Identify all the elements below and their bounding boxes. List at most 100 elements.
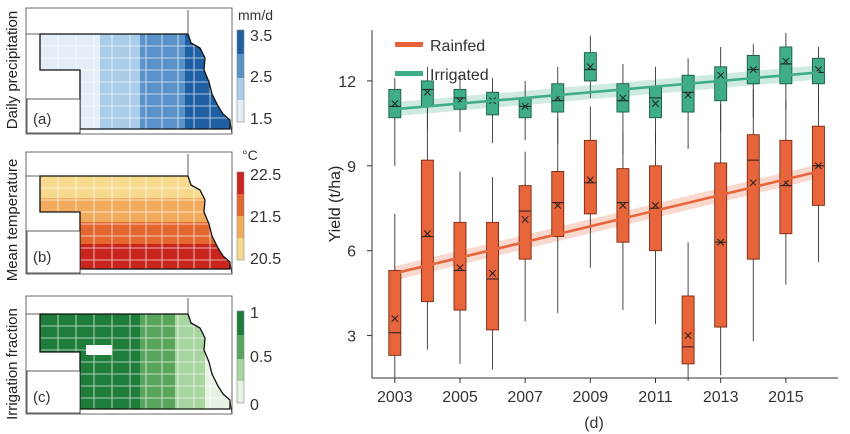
rainfed-box <box>486 177 500 370</box>
panel-c-irrigation-map: Irrigation fraction (c) <box>4 295 272 420</box>
rainfed-box-body <box>714 162 728 328</box>
rainfed-box <box>649 131 662 325</box>
rainfed-mean-marker <box>651 201 660 209</box>
colorbar-a-seg-4 <box>237 100 244 122</box>
colorbar-b-seg-4 <box>237 238 244 260</box>
map-b-band-3 <box>40 222 230 244</box>
irrigated-box <box>420 66 434 130</box>
irrigated-mean-marker <box>391 100 399 108</box>
irrigated-mean-marker <box>749 66 757 74</box>
colorbar-c-tick-mid: 0.5 <box>250 349 272 366</box>
rainfed-box <box>453 171 467 364</box>
irrigated-mean-marker <box>782 57 790 65</box>
colorbar-a: mm/d 3.5 2.5 1.5 <box>236 7 273 128</box>
colorbar-c-frame <box>236 310 245 404</box>
irrigated-mean-marker <box>651 100 660 108</box>
y-axis-title: Yield (t/ha) <box>327 166 344 243</box>
colorbar-c-tick-top: 1 <box>250 305 259 322</box>
rainfed-box <box>420 103 434 350</box>
panel-b-label: (b) <box>33 249 51 266</box>
x-tick-label: 2011 <box>638 389 673 406</box>
colorbar-c-seg-4 <box>237 381 244 403</box>
rainfed-box-body <box>551 171 565 237</box>
panel-b-ylabel: Mean temperature <box>4 159 21 282</box>
panel-a-ylabel: Daily precipitation <box>4 11 21 129</box>
map-a-band-3 <box>140 34 185 129</box>
rainfed-box-body <box>486 221 500 331</box>
legend-swatch-irrigated <box>395 71 423 76</box>
panel-a-frame <box>25 7 233 135</box>
panel-b-temperature-map: Mean temperature (b) <box>4 147 281 281</box>
rainfed-box <box>681 242 695 381</box>
rainfed-box <box>616 131 630 311</box>
colorbar-b-unit: °C <box>242 147 258 163</box>
irrigated-box <box>583 35 597 98</box>
rainfed-box <box>551 117 565 313</box>
x-tick-label: 2009 <box>573 389 609 406</box>
map-b-band-2 <box>40 198 230 222</box>
x-tick-label: 2015 <box>768 389 804 406</box>
irrigated-box <box>551 66 565 144</box>
rainfed-mean-marker <box>749 179 757 187</box>
nebraska-irrigation-map <box>40 314 230 409</box>
border-lines-c <box>26 298 233 415</box>
irrigated-box <box>746 44 760 118</box>
panel-c-ylabel: Irrigation fraction <box>4 308 21 420</box>
irrigated-box-body <box>811 57 825 85</box>
rainfed-mean-marker <box>456 264 464 272</box>
rainfed-box-body <box>583 139 597 215</box>
colorbar-c-seg-2 <box>237 335 244 359</box>
colorbar-a-tick-top: 3.5 <box>250 28 272 45</box>
irrigated-box <box>486 78 500 144</box>
colorbar-b-tick-top: 22.5 <box>250 167 281 184</box>
plot-frame <box>371 30 838 379</box>
panel-c-label-box <box>26 370 81 414</box>
panel-b-label-box <box>26 230 81 274</box>
irrigated-box <box>616 63 630 155</box>
colorbar-c: 1 0.5 0 <box>236 305 272 414</box>
yield-chart: 3 6 9 12 2003 2005 2007 2009 2011 2013 2015 Yield … <box>327 30 838 432</box>
irrigated-mean-marker <box>684 91 692 99</box>
irrigated-box <box>714 46 728 132</box>
irrigated-box <box>388 78 402 166</box>
colorbar-a-seg-2 <box>237 54 244 78</box>
irrigated-mean-marker <box>619 94 627 102</box>
panel-a-precipitation-map: Daily precipitation (a) <box>4 7 273 135</box>
panel-c-label: (c) <box>33 389 51 406</box>
colorbar-b-tick-mid: 21.5 <box>250 209 281 226</box>
irrigated-box-body <box>649 86 662 119</box>
irrigated-box <box>779 32 793 110</box>
colorbar-a-seg-1 <box>237 30 244 54</box>
rainfed-box-body <box>453 221 467 311</box>
rainfed-box-body <box>681 295 695 365</box>
rainfed-box-body <box>779 139 793 235</box>
panel-a-label: (a) <box>33 111 51 128</box>
colorbar-a-frame <box>236 29 245 123</box>
border-lines-b <box>26 154 233 275</box>
colorbar-c-tick-bottom: 0 <box>250 397 259 414</box>
colorbar-b-frame <box>236 171 245 261</box>
y-tick-label: 12 <box>338 74 356 91</box>
y-tick-label: 3 <box>347 329 356 346</box>
border-lines-a <box>26 10 233 135</box>
rainfed-box <box>714 103 728 376</box>
irrigated-box <box>649 66 662 144</box>
rainfed-mean-marker <box>684 332 692 340</box>
colorbar-a-tick-bottom: 1.5 <box>250 111 272 128</box>
rainfed-trend-line <box>394 170 819 275</box>
irrigated-box-body <box>681 74 695 113</box>
irrigated-box <box>518 80 532 141</box>
rainfed-mean-marker <box>814 162 823 170</box>
irrigated-box-body <box>518 97 532 119</box>
irrigated-box <box>811 46 825 110</box>
irrigated-mean-marker <box>423 88 431 96</box>
irrigated-mean-marker <box>521 102 529 110</box>
rainfed-box-body <box>420 159 434 303</box>
colorbar-b-seg-1 <box>237 172 244 194</box>
irrigated-box <box>681 58 695 149</box>
panel-d-label: (d) <box>584 415 604 432</box>
colorbar-b-seg-2 <box>237 194 244 216</box>
rainfed-box-body <box>518 185 532 260</box>
colorbar-a-seg-3 <box>237 78 244 100</box>
